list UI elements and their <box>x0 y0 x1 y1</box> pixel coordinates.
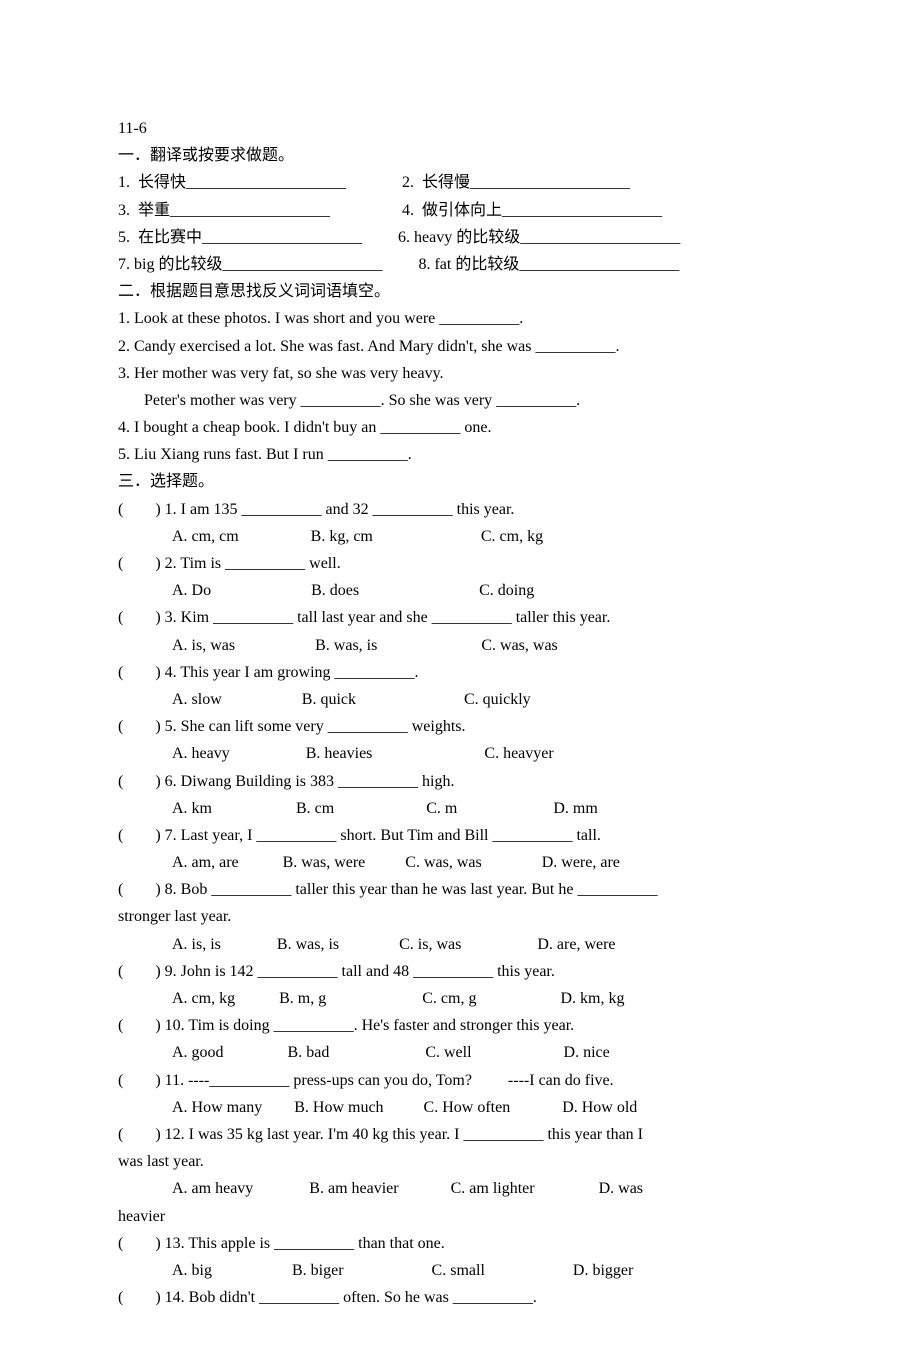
section3-q11opts: A. How many B. How much C. How often D. … <box>118 1094 802 1121</box>
section3-q5opts: A. heavy B. heavies C. heavyer <box>118 740 802 767</box>
section3-q4: ( ) 4. This year I am growing __________… <box>118 659 802 686</box>
section3-q6opts: A. km B. cm C. m D. mm <box>118 795 802 822</box>
section2-q1: 1. Look at these photos. I was short and… <box>118 305 802 332</box>
section3-q5: ( ) 5. She can lift some very __________… <box>118 713 802 740</box>
section3-q11: ( ) 11. ----__________ press-ups can you… <box>118 1067 802 1094</box>
section3-q8a: ( ) 8. Bob __________ taller this year t… <box>118 876 802 903</box>
section3-q12a: ( ) 12. I was 35 kg last year. I'm 40 kg… <box>118 1121 802 1148</box>
section2-q3a: 3. Her mother was very fat, so she was v… <box>118 360 802 387</box>
section1-line2: 3. 举重____________________ 4. 做引体向上______… <box>118 197 802 224</box>
section2-title: 二．根据题目意思找反义词词语填空。 <box>118 278 802 305</box>
section3-q4opts: A. slow B. quick C. quickly <box>118 686 802 713</box>
section3-q8b: stronger last year. <box>118 903 802 930</box>
section3-title: 三．选择题。 <box>118 468 802 495</box>
section3-q2opts: A. Do B. does C. doing <box>118 577 802 604</box>
section3-q12optsb: heavier <box>118 1203 802 1230</box>
section2-q5: 5. Liu Xiang runs fast. But I run ______… <box>118 441 802 468</box>
section3-q9opts: A. cm, kg B. m, g C. cm, g D. km, kg <box>118 985 802 1012</box>
section3-q1: ( ) 1. I am 135 __________ and 32 ______… <box>118 496 802 523</box>
section3-q7: ( ) 7. Last year, I __________ short. Bu… <box>118 822 802 849</box>
section3-q10: ( ) 10. Tim is doing __________. He's fa… <box>118 1012 802 1039</box>
section1-title: 一．翻译或按要求做题。 <box>118 142 802 169</box>
section1-line4: 7. big 的比较级____________________ 8. fat 的… <box>118 251 802 278</box>
section3-q3opts: A. is, was B. was, is C. was, was <box>118 632 802 659</box>
section2-q3b: Peter's mother was very __________. So s… <box>118 387 802 414</box>
section3-q13: ( ) 13. This apple is __________ than th… <box>118 1230 802 1257</box>
section1-line3: 5. 在比赛中____________________ 6. heavy 的比较… <box>118 224 802 251</box>
section3-q3: ( ) 3. Kim __________ tall last year and… <box>118 604 802 631</box>
section3-q12b: was last year. <box>118 1148 802 1175</box>
section3-q9: ( ) 9. John is 142 __________ tall and 4… <box>118 958 802 985</box>
section3-q8opts: A. is, is B. was, is C. is, was D. are, … <box>118 931 802 958</box>
section3-q6: ( ) 6. Diwang Building is 383 __________… <box>118 768 802 795</box>
section3-q2: ( ) 2. Tim is __________ well. <box>118 550 802 577</box>
page-header: 11-6 <box>118 115 802 142</box>
section1-line1: 1. 长得快____________________ 2. 长得慢_______… <box>118 169 802 196</box>
section3-q13opts: A. big B. biger C. small D. bigger <box>118 1257 802 1284</box>
section3-q10opts: A. good B. bad C. well D. nice <box>118 1039 802 1066</box>
worksheet-page: 11-6 一．翻译或按要求做题。 1. 长得快_________________… <box>0 0 920 1351</box>
section3-q1opts: A. cm, cm B. kg, cm C. cm, kg <box>118 523 802 550</box>
section2-q2: 2. Candy exercised a lot. She was fast. … <box>118 333 802 360</box>
section3-q14: ( ) 14. Bob didn't __________ often. So … <box>118 1284 802 1311</box>
section3-q7opts: A. am, are B. was, were C. was, was D. w… <box>118 849 802 876</box>
section3-q12optsa: A. am heavy B. am heavier C. am lighter … <box>118 1175 802 1202</box>
section2-q4: 4. I bought a cheap book. I didn't buy a… <box>118 414 802 441</box>
